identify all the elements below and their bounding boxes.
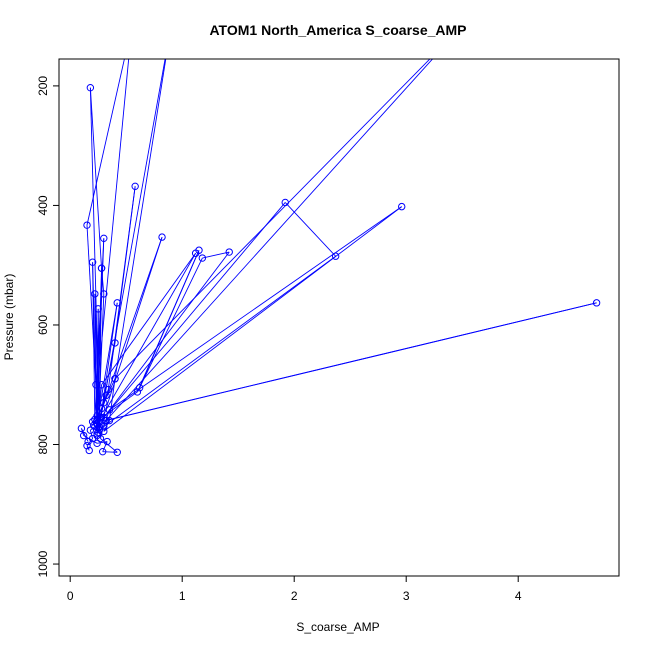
data-point — [85, 446, 93, 455]
series-line-segment — [86, 225, 97, 385]
data-point — [195, 246, 203, 254]
data-point — [398, 202, 406, 211]
data-point — [105, 416, 114, 425]
data-point — [105, 406, 114, 414]
data-point — [100, 427, 108, 436]
y-tick-label: 400 — [36, 195, 50, 215]
series-line-segment — [103, 206, 402, 432]
data-point — [83, 221, 91, 229]
series-line-segment — [103, 202, 286, 418]
y-axis-label: Pressure (mbar) — [2, 274, 16, 361]
series-line-segment — [105, 59, 434, 421]
series-line-segment — [101, 268, 105, 294]
data-point — [91, 415, 99, 424]
chart-title: ATOM1 North_America S_coarse_AMP — [209, 22, 466, 38]
data-point — [225, 248, 233, 256]
data-point — [281, 198, 289, 207]
series-line-segment — [89, 87, 103, 269]
series-line-segment — [284, 202, 336, 257]
data-point — [84, 437, 92, 446]
series-line-segment — [108, 378, 116, 421]
x-tick-label: 3 — [403, 589, 410, 603]
y-tick-label: 200 — [36, 76, 50, 96]
data-point — [135, 384, 144, 392]
data-point — [88, 258, 97, 266]
data-point — [93, 439, 101, 448]
data-point — [97, 264, 106, 272]
x-tick-label: 4 — [515, 589, 522, 603]
data-point — [91, 290, 99, 298]
series-line-segment — [96, 308, 99, 436]
data-point — [88, 418, 97, 426]
x-tick-label: 0 — [67, 589, 74, 603]
series-line-segment — [139, 257, 203, 388]
series-line-segment — [103, 251, 230, 418]
data-point — [113, 299, 121, 307]
series-line-segment — [114, 59, 167, 379]
series-line-segment — [139, 250, 200, 388]
plot-frame — [58, 58, 620, 577]
data-point — [93, 412, 101, 420]
series-line-segment — [202, 251, 230, 259]
series-line-segment — [101, 253, 197, 418]
y-tick-label: 1000 — [36, 550, 50, 577]
series-line-segment — [98, 59, 166, 427]
y-tick-label: 800 — [36, 434, 50, 454]
plot-area — [77, 59, 601, 456]
series-line-segment — [97, 236, 163, 433]
x-axis: 0 1 2 3 4 — [67, 576, 522, 603]
data-point — [111, 375, 119, 383]
x-tick-label: 1 — [179, 589, 186, 603]
data-point — [79, 431, 88, 440]
series-line-segment — [80, 428, 89, 442]
data-point — [111, 339, 119, 347]
series-line-segment — [86, 445, 90, 451]
data-point — [98, 447, 107, 456]
series-line-segment — [103, 255, 336, 427]
series-line-segment — [109, 206, 402, 411]
series-line-segment — [114, 186, 136, 343]
data-point — [331, 252, 340, 260]
data-point — [77, 424, 86, 433]
data-point — [97, 381, 106, 389]
data-point — [86, 83, 95, 92]
data-point — [103, 437, 111, 446]
data-point — [94, 305, 102, 313]
series-line-segment — [89, 430, 94, 439]
x-tick-label: 2 — [291, 589, 298, 603]
data-point — [100, 234, 108, 243]
data-point — [95, 422, 104, 431]
data-point — [101, 416, 109, 425]
data-point — [92, 381, 100, 389]
data-point — [104, 385, 112, 394]
x-axis-label: S_coarse_AMP — [296, 620, 379, 634]
series-line-segment — [101, 252, 197, 386]
series-line-segment — [97, 441, 108, 444]
data-point — [158, 233, 166, 241]
data-point — [83, 442, 91, 450]
data-point — [133, 388, 142, 396]
data-point — [198, 254, 207, 262]
y-tick-label: 600 — [36, 315, 50, 335]
data-point — [131, 182, 139, 191]
y-axis: 200 400 600 800 1000 — [36, 76, 59, 577]
data-point — [113, 448, 121, 456]
data-point — [86, 426, 95, 434]
series-line-segment — [104, 302, 597, 422]
data-point — [96, 434, 105, 443]
data-point — [100, 398, 108, 407]
series-line-segment — [102, 451, 118, 453]
series-line-segment — [102, 441, 108, 452]
data-point — [100, 290, 108, 298]
data-point — [592, 299, 601, 307]
